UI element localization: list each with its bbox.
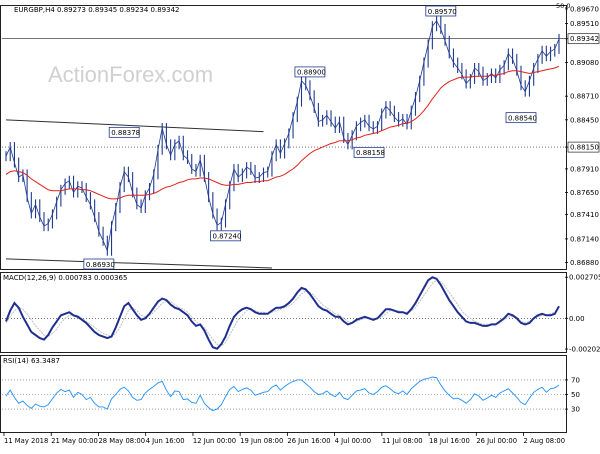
price-annotation-label: 0.88900 (297, 69, 326, 77)
price-close-line (5, 19, 560, 253)
rsi-panel-frame (0, 355, 567, 433)
macd-panel: 0.002705 0.00 -0.002023 (2, 274, 600, 354)
moving-average-line (5, 65, 560, 200)
price-panel-frame (0, 5, 567, 270)
price-axis-label: 0.87910 (570, 165, 599, 173)
price-axis-label: 0.86880 (570, 259, 599, 267)
price-axis-marker (567, 141, 600, 153)
time-axis-label: 26 Jul 00:00 (476, 437, 517, 445)
macd-axis-label: 0.002705 (569, 274, 600, 282)
time-axis-label: 2 Aug 08:00 (524, 437, 566, 445)
time-axis-label: 19 Jun 08:00 (240, 437, 283, 445)
price-annotation-box (108, 126, 140, 138)
time-axis-label: 4 Jun 16:00 (146, 437, 185, 445)
price-axis-label: 0.87140 (570, 235, 599, 243)
rsi-axis-label: 50 (571, 391, 580, 399)
macd-axis-label: 0.00 (569, 315, 585, 323)
price-annotation-box (294, 66, 326, 78)
time-axis-label: 21 May 00:00 (51, 437, 98, 445)
macd-panel-title: MACD(12,26,9) 0.000783 0.000365 (3, 274, 128, 282)
time-axis-label: 11 Jul 08:00 (382, 437, 423, 445)
price-annotation-label: 0.88540 (508, 114, 537, 122)
price-axis-label: 0.89080 (570, 59, 599, 67)
price-axis-label: 0.88450 (570, 116, 599, 124)
price-axis-label: 0.88710 (570, 93, 599, 101)
price-axis-marker (567, 33, 600, 45)
price-annotation-box (83, 258, 115, 270)
price-axis-label: 0.89670 (570, 5, 599, 13)
macd-panel-frame (0, 272, 567, 353)
price-annotation-label: 0.88378 (111, 129, 140, 137)
trend-line (5, 119, 264, 133)
time-axis-label: 4 Jul 00:00 (335, 437, 371, 445)
time-axis-label: 26 Jun 16:00 (287, 437, 330, 445)
price-annotation-box (353, 146, 385, 158)
rsi-axis-label: 30 (571, 406, 580, 414)
price-axis-label: 0.87650 (570, 189, 599, 197)
price-annotation-label: 0.89570 (428, 8, 457, 16)
price-axis-label: 0.89510 (570, 20, 599, 28)
price-panel: 0.89670 0.89510 0.89342 0.89080 0.88710 0.884… (2, 2, 600, 270)
price-axis-label: 0.88150 (570, 144, 599, 152)
macd-signal-line (5, 279, 555, 347)
price-axis-label: 0.87410 (570, 211, 599, 219)
rsi-panel-title: RSI(14) 63.3487 (3, 357, 60, 365)
watermark-text: ActionForex.com (48, 62, 214, 87)
rsi-panel: 70 50 30 (2, 376, 580, 414)
time-axis-label: 12 Jun 00:00 (193, 437, 236, 445)
price-annotation-box (210, 230, 241, 242)
price-axis-label: 0.89342 (570, 35, 599, 43)
macd-axis-label: -0.002023 (569, 346, 600, 354)
panel-scale-label: 50.0 (556, 2, 570, 10)
time-axis-label: 28 May 08:00 (98, 437, 145, 445)
price-annotation-box (505, 112, 537, 124)
rsi-line (5, 376, 560, 412)
time-axis-label: 18 Jul 16:00 (429, 437, 470, 445)
macd-line (5, 276, 560, 350)
price-annotation-box (425, 5, 457, 17)
price-annotation-label: 0.87240 (213, 233, 242, 241)
price-annotation-label: 0.88158 (356, 149, 385, 157)
price-panel-title: EURGBP,H4 0.89273 0.89345 0.89234 0.8934… (14, 6, 180, 14)
rsi-axis-label: 70 (571, 376, 580, 384)
trend-line (5, 258, 272, 269)
price-annotation-label: 0.86930 (86, 261, 115, 269)
time-axis-label: 11 May 2018 (4, 437, 48, 445)
time-axis: 11 May 2018 21 May 00:00 28 May 08:00 4 Jun… (3, 432, 566, 445)
